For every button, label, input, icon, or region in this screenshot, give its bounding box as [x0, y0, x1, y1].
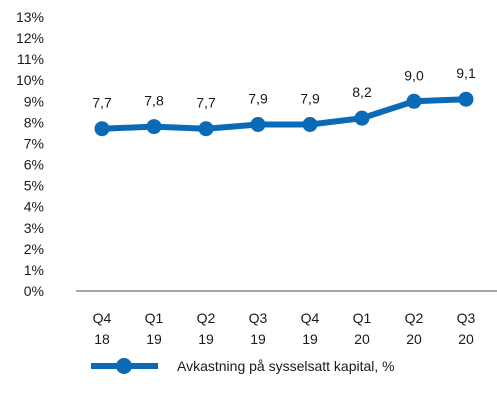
data-point	[406, 93, 422, 109]
legend-label: Avkastning på sysselsatt kapital, %	[177, 358, 395, 374]
y-tick-label: 10%	[16, 72, 44, 88]
y-tick-label: 3%	[24, 220, 44, 236]
y-tick-label: 4%	[24, 199, 44, 215]
y-tick-label: 9%	[24, 93, 44, 109]
data-label: 9,0	[404, 67, 424, 83]
y-tick-label: 13%	[16, 9, 44, 25]
y-tick-label: 12%	[16, 30, 44, 46]
data-point	[94, 121, 110, 137]
data-label: 8,2	[352, 84, 372, 100]
data-point	[250, 116, 266, 132]
data-point	[302, 116, 318, 132]
data-label: 7,8	[144, 93, 164, 109]
data-label: 7,9	[300, 90, 320, 106]
data-point	[354, 110, 370, 126]
series-group: 7,7 7,8 7,7 7,9 7,9 8,2 9,0 9,1	[92, 65, 476, 137]
series-line	[99, 96, 469, 132]
legend: Avkastning på sysselsatt kapital, %	[91, 358, 395, 374]
y-tick-label: 5%	[24, 178, 44, 194]
y-tick-label: 1%	[24, 262, 44, 278]
y-tick-label: 7%	[24, 135, 44, 151]
x-tick-label: Q1 19	[145, 310, 164, 347]
y-tick-label: 0%	[24, 283, 44, 299]
y-tick-label: 11%	[17, 51, 44, 67]
x-tick-label: Q1 20	[353, 310, 372, 347]
x-tick-label: Q3 20	[457, 310, 476, 347]
y-axis: 0% 1% 2% 3% 4% 5% 6% 7% 8% 9% 10% 11% 12% 13%	[16, 9, 44, 299]
data-point	[458, 91, 474, 107]
legend-marker	[116, 358, 132, 374]
x-axis: Q4 18 Q1 19 Q2 19 Q3 19 Q4 19 Q1 20 Q2 20 Q3 20	[93, 310, 476, 347]
data-point	[146, 119, 162, 135]
x-tick-label: Q4 18	[93, 310, 112, 347]
x-tick-label: Q3 19	[249, 310, 268, 347]
data-label: 7,7	[92, 95, 112, 111]
y-tick-label: 8%	[24, 114, 44, 130]
x-tick-label: Q4 19	[301, 310, 320, 347]
x-tick-label: Q2 19	[197, 310, 216, 347]
x-tick-label: Q2 20	[405, 310, 424, 347]
y-tick-label: 6%	[24, 157, 44, 173]
data-label: 9,1	[456, 65, 476, 81]
data-label: 7,7	[196, 95, 216, 111]
data-point	[198, 121, 214, 137]
y-tick-label: 2%	[24, 241, 44, 257]
data-label: 7,9	[248, 90, 268, 106]
